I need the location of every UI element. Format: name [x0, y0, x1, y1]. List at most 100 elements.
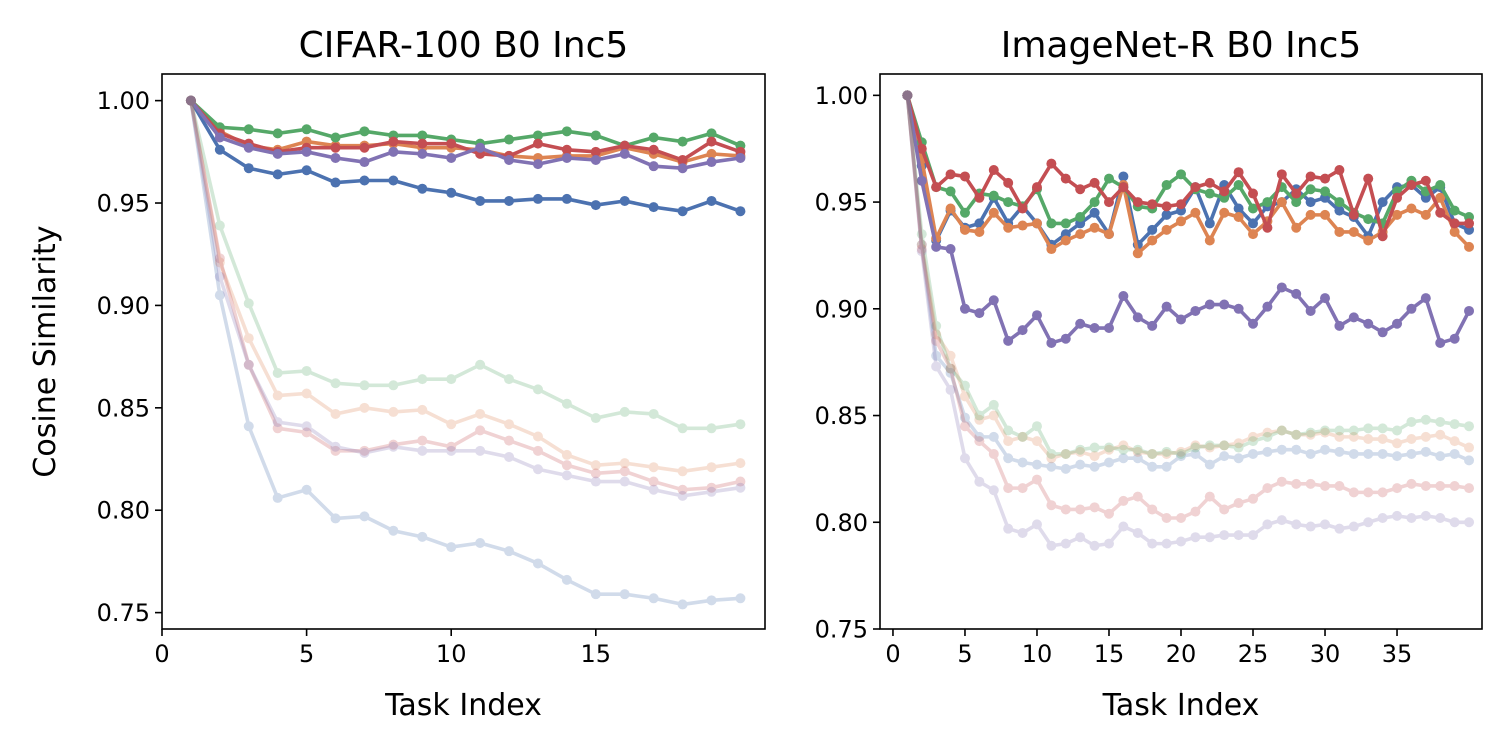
data-point: [1176, 451, 1186, 462]
data-point: [1103, 173, 1114, 184]
data-point: [1103, 197, 1114, 208]
data-point: [1233, 498, 1244, 509]
data-point: [619, 406, 630, 417]
series-line: [905, 93, 1471, 548]
data-point: [1392, 438, 1403, 449]
data-point: [504, 195, 515, 206]
data-point: [1392, 192, 1403, 203]
data-point: [1377, 513, 1388, 523]
data-point: [417, 148, 428, 159]
data-point: [1420, 175, 1431, 186]
series-green: [185, 95, 746, 151]
data-point: [301, 427, 312, 438]
data-point: [1406, 303, 1417, 314]
data-point: [1406, 434, 1417, 445]
data-point: [1435, 429, 1446, 440]
data-point: [916, 239, 927, 250]
data-point: [1363, 318, 1374, 329]
data-point: [931, 182, 942, 193]
data-point: [648, 484, 659, 495]
data-point: [1348, 487, 1359, 498]
data-point: [1464, 421, 1475, 432]
data-point: [1320, 480, 1331, 491]
data-point: [959, 303, 970, 314]
data-point: [1060, 333, 1071, 344]
data-point: [1161, 301, 1172, 312]
data-point: [1204, 218, 1215, 229]
data-point: [1003, 436, 1014, 447]
data-point: [532, 384, 543, 395]
data-point: [1132, 446, 1143, 457]
data-point: [988, 410, 999, 421]
data-point: [1003, 523, 1014, 534]
series-green-faded: [185, 95, 746, 434]
data-point: [988, 399, 999, 410]
data-point: [301, 124, 312, 135]
data-point: [330, 132, 341, 143]
data-point: [561, 398, 572, 409]
data-point: [1075, 446, 1086, 457]
data-point: [561, 449, 572, 460]
data-point: [945, 186, 956, 197]
data-point: [1291, 519, 1302, 530]
y-tick-label: 0.80: [815, 509, 868, 537]
data-point: [1363, 423, 1374, 434]
data-point: [330, 152, 341, 163]
data-point: [1291, 478, 1302, 489]
data-point: [1320, 173, 1331, 184]
data-point: [945, 363, 956, 374]
data-point: [1060, 448, 1071, 459]
data-point: [1420, 414, 1431, 425]
data-point: [1161, 180, 1172, 190]
data-point: [1420, 446, 1431, 457]
data-point: [504, 546, 515, 557]
data-point: [1003, 425, 1014, 436]
data-point: [1291, 222, 1302, 233]
data-point: [1435, 513, 1446, 523]
data-point: [1204, 491, 1215, 502]
data-point: [974, 192, 985, 203]
data-point: [1204, 188, 1215, 199]
data-point: [504, 155, 515, 166]
data-point: [1017, 203, 1028, 214]
data-point: [619, 466, 630, 477]
data-point: [1118, 182, 1129, 193]
data-point: [1089, 222, 1100, 233]
data-point: [1204, 532, 1215, 543]
data-point: [974, 410, 985, 421]
data-point: [1406, 180, 1417, 190]
data-point: [1219, 440, 1230, 451]
data-point: [1406, 448, 1417, 459]
data-point: [1435, 192, 1446, 203]
data-point: [1276, 197, 1287, 208]
data-point: [1161, 201, 1172, 212]
data-point: [532, 159, 543, 170]
data-point: [959, 380, 970, 391]
data-point: [214, 253, 225, 264]
chart-title: ImageNet-R B0 Inc5: [1001, 25, 1362, 66]
axes-frame: [161, 73, 766, 630]
data-point: [1262, 301, 1273, 312]
data-point: [1161, 461, 1172, 472]
data-point: [561, 193, 572, 204]
series-line: [905, 93, 1471, 226]
data-point: [1248, 436, 1259, 447]
data-point: [1276, 444, 1287, 455]
data-point: [945, 169, 956, 180]
data-point: [648, 132, 659, 143]
data-point: [561, 470, 572, 481]
data-point: [1060, 235, 1071, 246]
y-tick-label: 0.75: [97, 599, 150, 627]
data-point: [359, 175, 370, 186]
data-point: [590, 155, 601, 166]
data-point: [1392, 483, 1403, 494]
data-point: [1046, 244, 1057, 255]
data-point: [1305, 478, 1316, 489]
data-point: [1103, 538, 1114, 549]
data-point: [446, 187, 457, 198]
data-point: [359, 157, 370, 168]
data-point: [648, 161, 659, 172]
data-point: [1132, 453, 1143, 464]
data-point: [1190, 506, 1201, 517]
data-point: [1176, 199, 1186, 210]
